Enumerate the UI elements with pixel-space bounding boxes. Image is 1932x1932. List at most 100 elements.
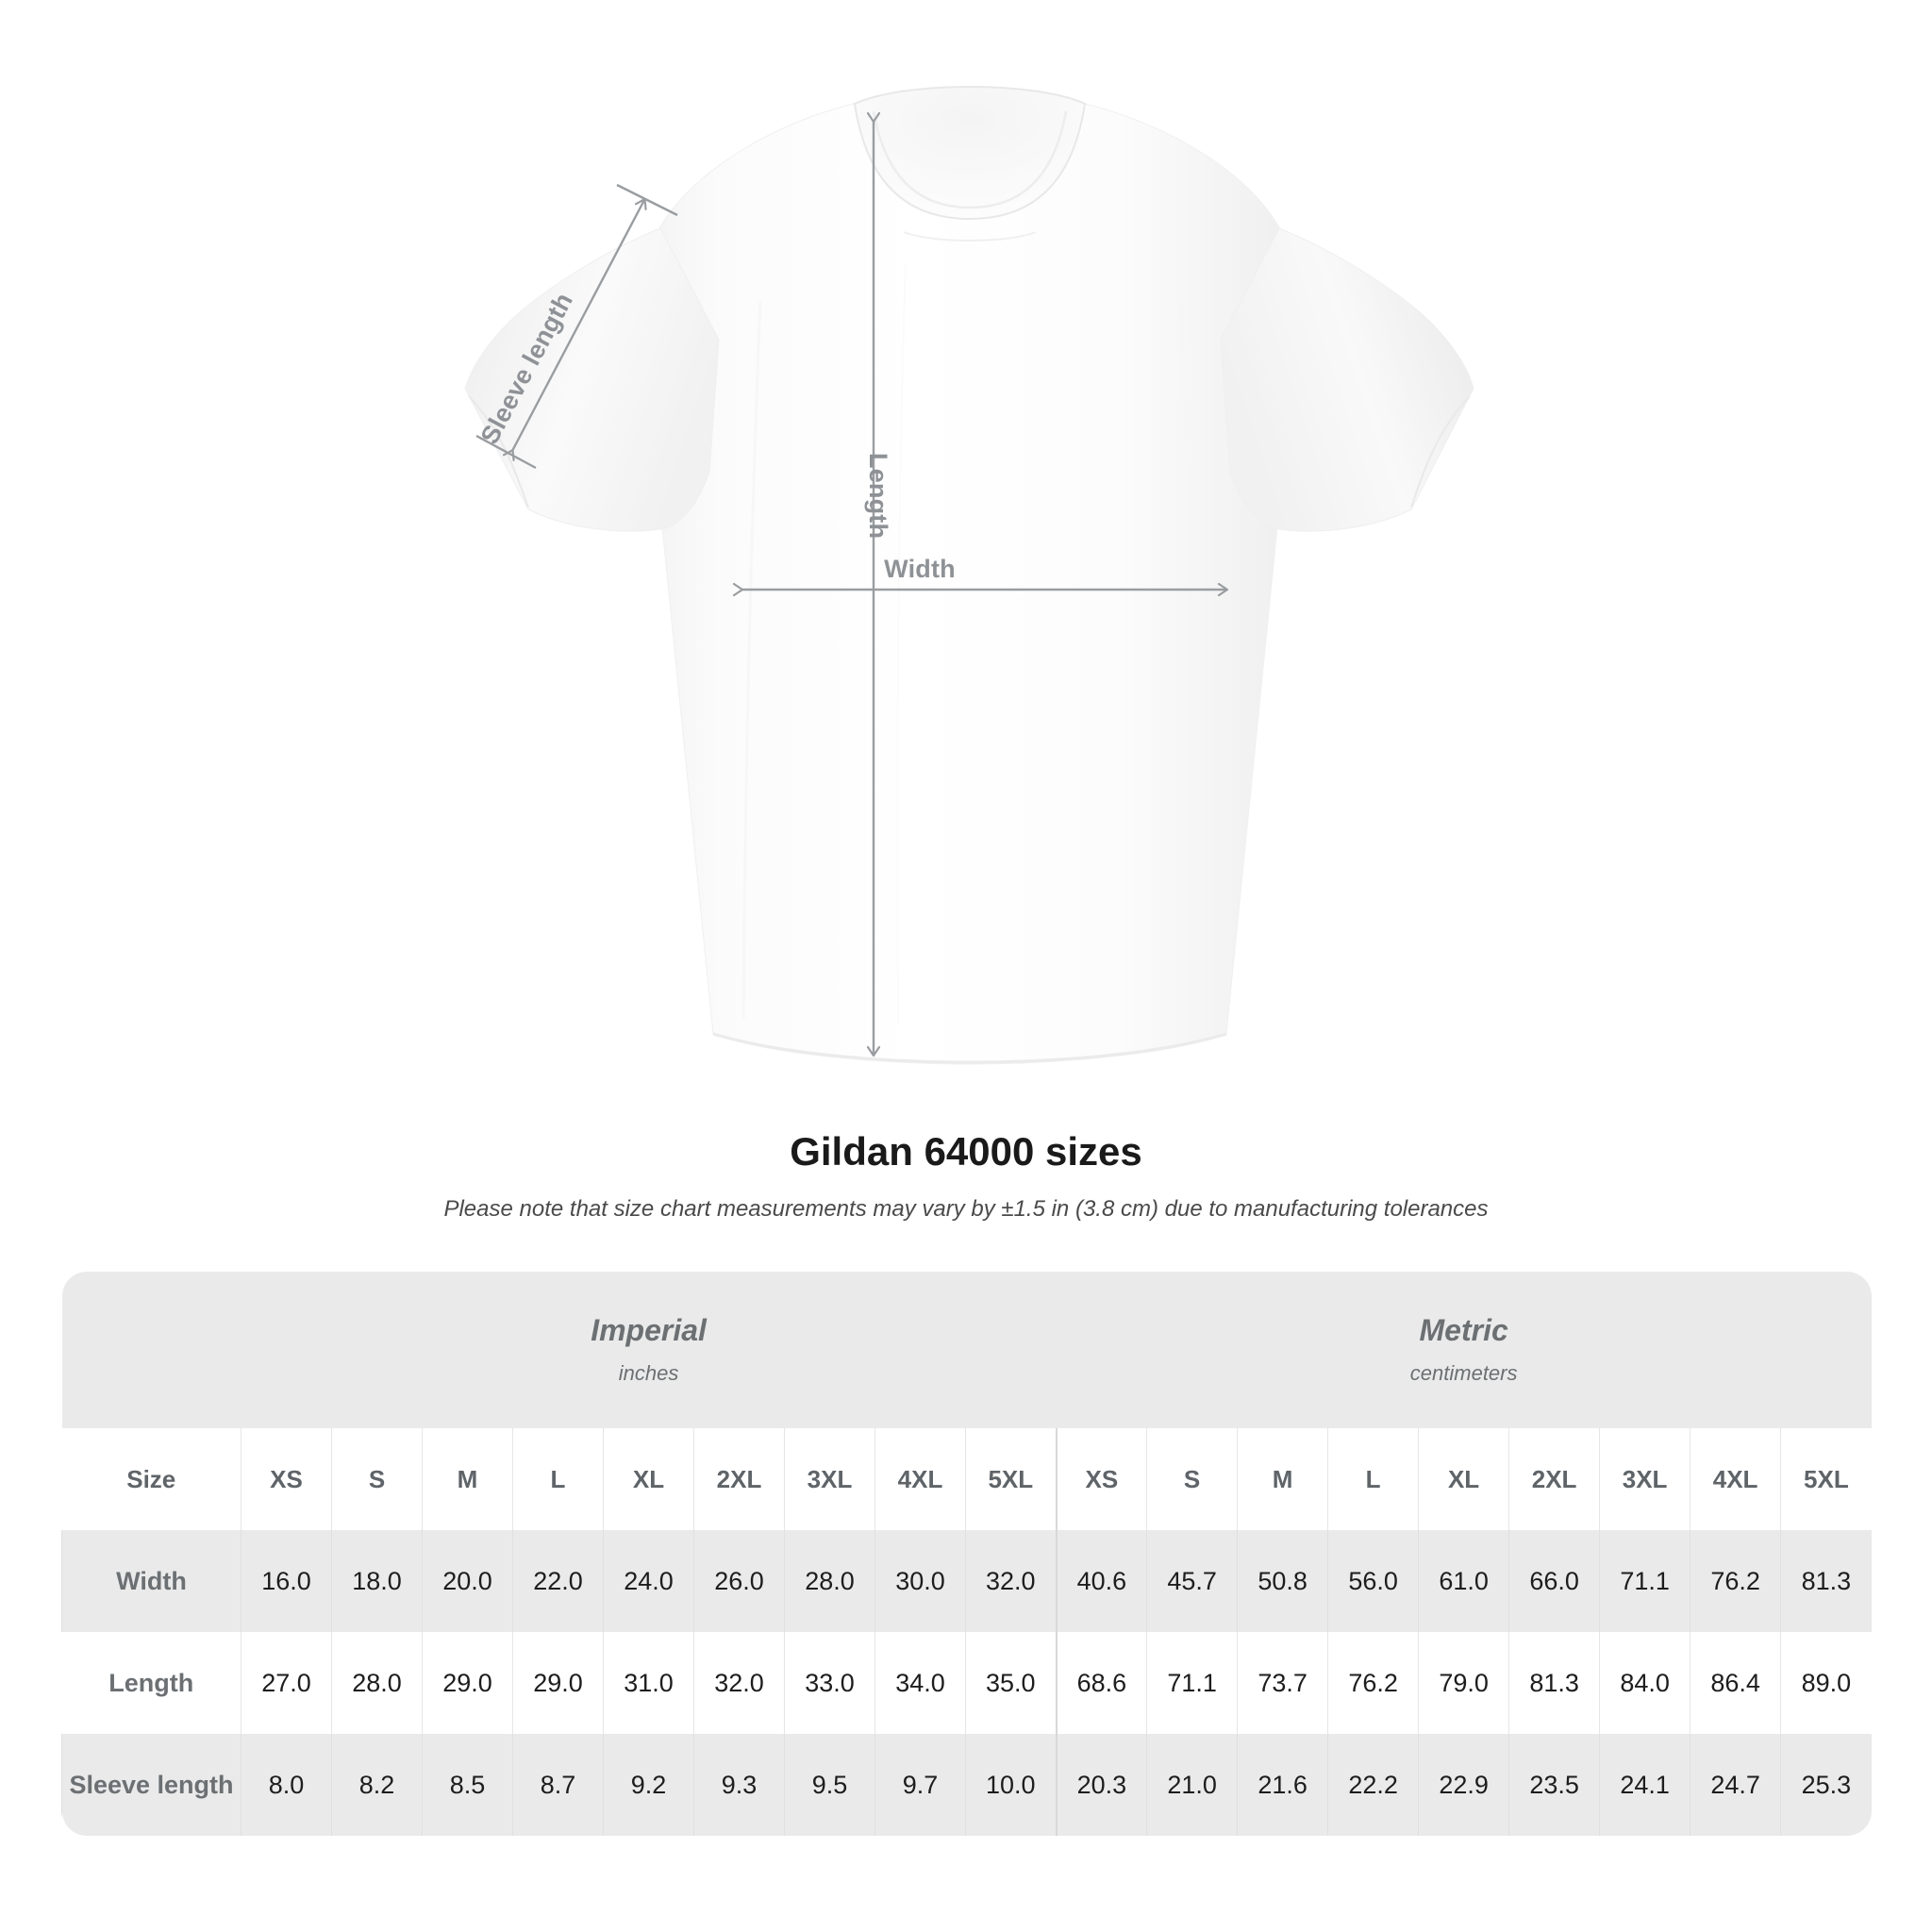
unit-group-name: Metric xyxy=(1419,1313,1508,1348)
sleeve-tick-top xyxy=(616,183,678,217)
cell-length-metric-s: 71.1 xyxy=(1146,1632,1238,1734)
size-header-cell-imperial-s: S xyxy=(331,1428,423,1530)
cell-width-metric-2xl: 66.0 xyxy=(1508,1530,1600,1632)
cell-sleeve-length-imperial-5xl: 10.0 xyxy=(964,1734,1057,1836)
cell-length-metric-2xl: 81.3 xyxy=(1508,1632,1600,1734)
cell-length-imperial-m: 29.0 xyxy=(422,1632,513,1734)
cell-width-metric-xl: 61.0 xyxy=(1418,1530,1509,1632)
row-label-width: Width xyxy=(61,1530,242,1632)
cell-sleeve-length-imperial-s: 8.2 xyxy=(331,1734,423,1836)
cell-width-metric-3xl: 71.1 xyxy=(1599,1530,1690,1632)
cell-length-imperial-2xl: 32.0 xyxy=(693,1632,785,1734)
cell-width-imperial-l: 22.0 xyxy=(512,1530,604,1632)
cell-sleeve-length-imperial-l: 8.7 xyxy=(512,1734,604,1836)
size-header-cell-metric-m: M xyxy=(1237,1428,1328,1530)
unit-banner-spacer xyxy=(61,1272,242,1428)
cell-sleeve-length-metric-4xl: 24.7 xyxy=(1690,1734,1781,1836)
cell-sleeve-length-metric-xs: 20.3 xyxy=(1055,1734,1147,1836)
page-title: Gildan 64000 sizes xyxy=(790,1129,1142,1174)
size-header-cell-imperial-m: M xyxy=(422,1428,513,1530)
unit-group-name: Imperial xyxy=(591,1313,707,1348)
cell-length-imperial-l: 29.0 xyxy=(512,1632,604,1734)
size-header-cell-metric-l: L xyxy=(1327,1428,1419,1530)
cell-sleeve-length-metric-l: 22.2 xyxy=(1327,1734,1419,1836)
cell-width-metric-5xl: 81.3 xyxy=(1780,1530,1872,1632)
cell-width-imperial-xl: 24.0 xyxy=(603,1530,694,1632)
size-header-label: Size xyxy=(61,1428,242,1530)
cell-length-imperial-4xl: 34.0 xyxy=(874,1632,966,1734)
cell-length-imperial-3xl: 33.0 xyxy=(784,1632,875,1734)
unit-group-subtitle: inches xyxy=(618,1360,679,1385)
cell-sleeve-length-metric-s: 21.0 xyxy=(1146,1734,1238,1836)
cell-width-imperial-m: 20.0 xyxy=(422,1530,513,1632)
width-dimension-label: Width xyxy=(884,555,956,583)
cell-width-imperial-xs: 16.0 xyxy=(241,1530,332,1632)
cell-sleeve-length-metric-m: 21.6 xyxy=(1237,1734,1328,1836)
tshirt-diagram-svg xyxy=(464,85,1474,1065)
size-header-cell-metric-2xl: 2XL xyxy=(1508,1428,1600,1530)
row-label-length: Length xyxy=(61,1632,242,1734)
cell-sleeve-length-metric-2xl: 23.5 xyxy=(1508,1734,1600,1836)
size-header-cell-imperial-l: L xyxy=(512,1428,604,1530)
table-row: Width 16.0 18.0 20.0 22.0 24.0 26.0 28.0 30.0 32.… xyxy=(61,1530,1872,1632)
cell-width-metric-4xl: 76.2 xyxy=(1690,1530,1781,1632)
cell-sleeve-length-imperial-xs: 8.0 xyxy=(241,1734,332,1836)
cell-width-metric-m: 50.8 xyxy=(1237,1530,1328,1632)
sleeve-arrow xyxy=(512,200,644,451)
size-header-cell-imperial-4xl: 4XL xyxy=(874,1428,966,1530)
tshirt-illustration: Width Length Sleeve length xyxy=(464,85,1474,1065)
cell-length-metric-l: 76.2 xyxy=(1327,1632,1419,1734)
cell-sleeve-length-imperial-xl: 9.2 xyxy=(603,1734,694,1836)
cell-length-imperial-xl: 31.0 xyxy=(603,1632,694,1734)
cell-sleeve-length-imperial-4xl: 9.7 xyxy=(874,1734,966,1836)
size-header-cell-metric-xl: XL xyxy=(1418,1428,1509,1530)
size-table: Imperial inches Metric centimeters Size XS S M L… xyxy=(61,1272,1872,1836)
table-row: Sleeve length 8.0 8.2 8.5 8.7 9.2 9.3 9.5 9.7 10.… xyxy=(61,1734,1872,1836)
size-header-cell-imperial-5xl: 5XL xyxy=(964,1428,1057,1530)
size-header-row: Size XS S M L XL 2XL 3XL 4XL 5XL XS S M L XL 2XL 3XL 4XL 5… xyxy=(61,1428,1872,1530)
cell-width-metric-s: 45.7 xyxy=(1146,1530,1238,1632)
unit-banner-row: Imperial inches Metric centimeters xyxy=(61,1272,1872,1428)
unit-group-subtitle: centimeters xyxy=(1409,1360,1518,1385)
cell-sleeve-length-metric-3xl: 24.1 xyxy=(1599,1734,1690,1836)
size-header-cell-metric-3xl: 3XL xyxy=(1599,1428,1690,1530)
cell-width-metric-xs: 40.6 xyxy=(1055,1530,1147,1632)
cell-width-imperial-4xl: 30.0 xyxy=(874,1530,966,1632)
cell-sleeve-length-imperial-m: 8.5 xyxy=(422,1734,513,1836)
size-header-cell-metric-4xl: 4XL xyxy=(1690,1428,1781,1530)
cell-length-metric-m: 73.7 xyxy=(1237,1632,1328,1734)
length-dimension-label: Length xyxy=(864,453,892,540)
cell-sleeve-length-metric-5xl: 25.3 xyxy=(1780,1734,1872,1836)
tolerance-note: Please note that size chart measurements… xyxy=(443,1196,1489,1223)
unit-group-header-metric: Metric centimeters xyxy=(1056,1272,1872,1428)
size-header-cell-metric-xs: XS xyxy=(1055,1428,1147,1530)
measurement-guides xyxy=(475,121,1226,1055)
size-header-cell-imperial-2xl: 2XL xyxy=(693,1428,785,1530)
cell-width-imperial-5xl: 32.0 xyxy=(964,1530,1057,1632)
cell-length-metric-5xl: 89.0 xyxy=(1780,1632,1872,1734)
size-header-cell-metric-5xl: 5XL xyxy=(1780,1428,1872,1530)
cell-width-imperial-s: 18.0 xyxy=(331,1530,423,1632)
cell-width-imperial-2xl: 26.0 xyxy=(693,1530,785,1632)
cell-length-imperial-s: 28.0 xyxy=(331,1632,423,1734)
sleeve-tick-bottom xyxy=(475,434,537,470)
cell-width-metric-l: 56.0 xyxy=(1327,1530,1419,1632)
table-row: Length 27.0 28.0 29.0 29.0 31.0 32.0 33.0 34.0 35… xyxy=(61,1632,1872,1734)
cell-length-metric-3xl: 84.0 xyxy=(1599,1632,1690,1734)
row-label-sleeve-length: Sleeve length xyxy=(61,1734,242,1836)
size-table-container: Imperial inches Metric centimeters Size XS S M L… xyxy=(61,1272,1872,1836)
cell-width-imperial-3xl: 28.0 xyxy=(784,1530,875,1632)
cell-sleeve-length-imperial-2xl: 9.3 xyxy=(693,1734,785,1836)
cell-length-metric-4xl: 86.4 xyxy=(1690,1632,1781,1734)
unit-group-header-imperial: Imperial inches xyxy=(241,1272,1057,1428)
cell-length-metric-xl: 79.0 xyxy=(1418,1632,1509,1734)
chart-title-block: Gildan 64000 sizes Please note that size… xyxy=(0,1128,1932,1224)
cell-length-imperial-xs: 27.0 xyxy=(241,1632,332,1734)
cell-sleeve-length-imperial-3xl: 9.5 xyxy=(784,1734,875,1836)
shirt-body-group xyxy=(464,85,1474,1065)
size-header-cell-imperial-xs: XS xyxy=(241,1428,332,1530)
cell-length-imperial-5xl: 35.0 xyxy=(964,1632,1057,1734)
cell-sleeve-length-metric-xl: 22.9 xyxy=(1418,1734,1509,1836)
size-header-cell-metric-s: S xyxy=(1146,1428,1238,1530)
